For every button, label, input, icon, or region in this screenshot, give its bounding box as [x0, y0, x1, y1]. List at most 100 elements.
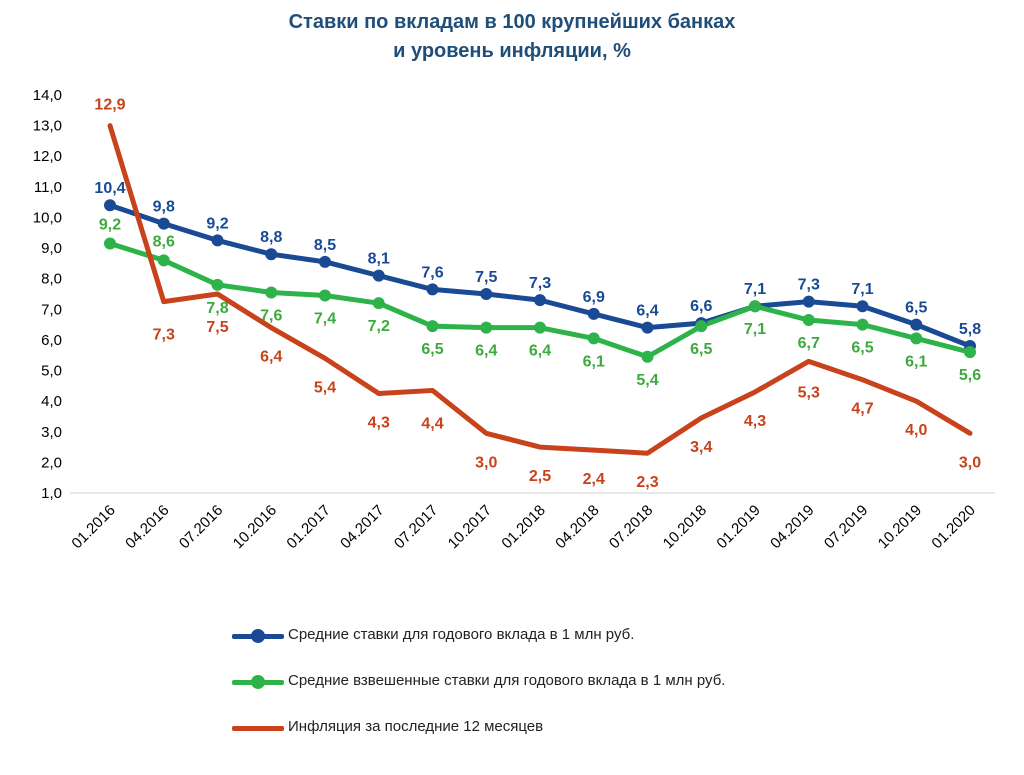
x-tick-label: 07.2018: [606, 502, 656, 552]
series-2-data-label: 5,3: [798, 384, 820, 401]
x-tick-label: 10.2016: [230, 502, 280, 552]
series-1-point: [319, 289, 331, 302]
series-1-data-label: 6,5: [690, 341, 712, 358]
y-tick-label: 14,0: [33, 87, 62, 104]
series-0-data-label: 8,8: [260, 229, 282, 246]
x-tick-label: 07.2019: [821, 502, 871, 552]
y-tick-label: 1,0: [41, 485, 62, 502]
series-0-data-label: 8,1: [368, 251, 390, 268]
series-1-data-label: 7,1: [744, 321, 766, 338]
series-0-data-label: 6,4: [636, 303, 658, 320]
series-0-point: [856, 300, 869, 313]
y-tick-label: 13,0: [33, 118, 62, 135]
series-1-data-label: 5,4: [636, 372, 658, 389]
y-tick-label: 8,0: [41, 271, 62, 288]
series-0-data-label: 8,5: [314, 237, 336, 254]
series-1-point: [641, 350, 654, 363]
x-tick-label: 01.2016: [68, 502, 118, 552]
series-0-data-label: 6,6: [690, 298, 712, 315]
series-0-data-label: 9,8: [153, 199, 175, 216]
series-2-data-label: 12,9: [94, 97, 125, 114]
x-tick-label: 04.2019: [767, 502, 817, 552]
series-2-data-label: 4,3: [744, 413, 766, 430]
series-0-point: [211, 234, 224, 247]
series-0-point: [265, 248, 278, 261]
y-tick-label: 10,0: [33, 209, 62, 226]
series-2-data-label: 7,3: [153, 327, 175, 344]
series-0-point: [802, 295, 815, 308]
y-tick-label: 7,0: [41, 301, 62, 318]
legend-label: Средние ставки для годового вклада в 1 м…: [288, 626, 635, 643]
series-0-point: [372, 269, 385, 282]
series-2-data-label: 2,3: [636, 474, 658, 491]
series-1-data-label: 7,4: [314, 311, 336, 328]
series-1-point: [211, 278, 224, 291]
x-tick-label: 01.2017: [283, 502, 333, 552]
legend-swatch-line: [232, 726, 284, 731]
x-tick-label: 10.2019: [875, 502, 925, 552]
series-0-point: [587, 307, 600, 320]
series-0-data-label: 6,9: [583, 289, 605, 306]
series-0-data-label: 7,1: [744, 281, 766, 298]
data-labels: 10,4 9,8 9,2 8,8 8,5 8,1 7,6 7,5 7,3 6,9 6,4 6,6 7,1…: [94, 97, 981, 492]
x-tick-label: 01.2020: [928, 502, 978, 552]
y-tick-label: 5,0: [41, 363, 62, 380]
series-2-data-label: 6,4: [260, 349, 282, 366]
x-tick-label: 07.2016: [176, 502, 226, 552]
x-tick-label: 04.2018: [552, 502, 602, 552]
series-0-data-label: 7,6: [421, 264, 443, 281]
legend-label: Инфляция за последние 12 месяцев: [288, 718, 544, 735]
series-1-point: [910, 332, 923, 345]
chart-title: Ставки по вкладам в 100 крупнейших банка…: [0, 8, 1024, 66]
series-2-data-label: 3,0: [475, 454, 497, 471]
series-1-point: [587, 332, 600, 345]
series-0-point: [910, 318, 923, 331]
series-1-data-label: 6,5: [421, 341, 443, 358]
y-tick-label: 3,0: [41, 424, 62, 441]
series-1-data-label: 7,2: [368, 318, 390, 335]
series-1-point: [802, 314, 815, 327]
series-1-data-label: 7,8: [206, 300, 228, 317]
series-2-data-label: 4,0: [905, 422, 927, 439]
series-2-data-label: 4,7: [851, 401, 873, 418]
x-tick-label: 04.2017: [337, 502, 387, 552]
series-markers: [104, 199, 976, 363]
series-0-data-label: 7,3: [798, 277, 820, 294]
series-0-point: [104, 199, 116, 212]
series-2-data-label: 4,3: [368, 415, 390, 432]
x-tick-label: 07.2017: [391, 502, 441, 552]
series-1-data-label: 7,6: [260, 307, 282, 324]
series-1-point: [157, 254, 170, 267]
series-0-point: [426, 283, 439, 296]
series-0-data-label: 9,2: [206, 215, 228, 232]
series-1-point: [695, 320, 708, 333]
line-chart: 1,0 2,0 3,0 4,0 5,0 6,0 7,0 8,0 9,0 10,0 11,0 12,0 1…: [33, 87, 995, 552]
series-2-data-label: 4,4: [421, 415, 443, 432]
x-tick-label: 01.2019: [713, 502, 763, 552]
series-1-data-label: 9,2: [99, 216, 121, 233]
series-0-point: [319, 255, 331, 268]
y-tick-label: 12,0: [33, 148, 62, 165]
series-0-data-label: 7,5: [475, 269, 497, 286]
series-1-point: [534, 321, 546, 334]
series-1-point: [856, 318, 869, 331]
series-0-point: [157, 217, 170, 230]
series-1-point: [749, 300, 761, 313]
axes: 1,0 2,0 3,0 4,0 5,0 6,0 7,0 8,0 9,0 10,0 11,0 12,0 1…: [33, 87, 995, 552]
series-0-data-label: 10,4: [94, 180, 125, 197]
series-0-point: [480, 288, 493, 300]
series-0-point: [641, 321, 654, 334]
y-tick-label: 11,0: [34, 179, 62, 196]
series-2-data-label: 3,4: [690, 439, 712, 456]
series-line-2: [107, 123, 973, 456]
series-1-point: [426, 320, 439, 333]
series-0-data-label: 6,5: [905, 300, 927, 317]
legend-swatch-marker: [251, 675, 265, 689]
series-0-data-label: 7,3: [529, 275, 551, 292]
x-tick-label: 04.2016: [122, 502, 172, 552]
series-1-data-label: 6,5: [851, 340, 873, 357]
x-tick-label: 10.2018: [660, 502, 710, 552]
series-1-data-label: 6,1: [583, 353, 605, 370]
series-1-data-label: 6,7: [798, 335, 820, 352]
y-tick-label: 6,0: [41, 332, 62, 349]
